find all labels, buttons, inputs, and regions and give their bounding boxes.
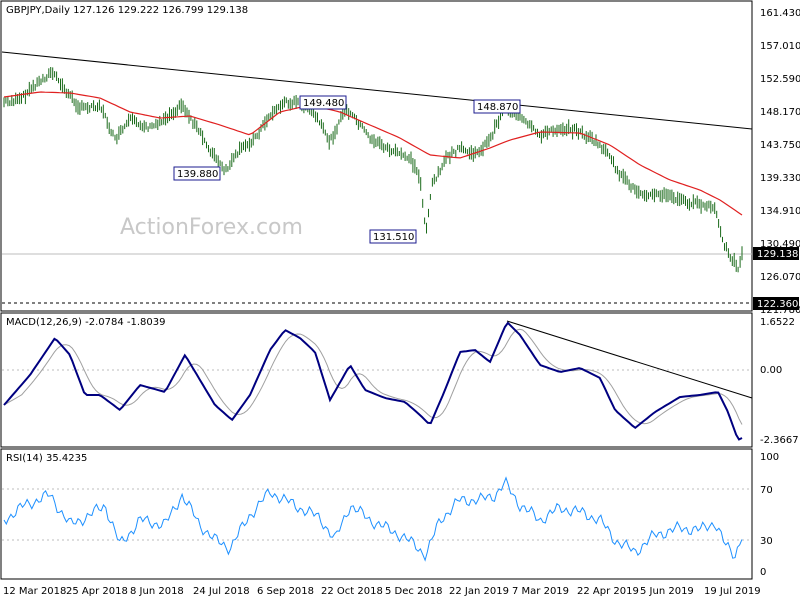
price-tick: 148.170 — [760, 107, 800, 118]
price-tick: 139.330 — [760, 173, 800, 184]
macd-panel-frame — [0, 312, 753, 448]
annotation-low-1: 139.880 — [173, 166, 221, 181]
x-tick: 22 Oct 2018 — [321, 586, 383, 597]
rsi-panel-header: RSI(14) 35.4235 — [6, 453, 87, 464]
svg-text:122.360: 122.360 — [757, 299, 798, 310]
rsi-tick: 30 — [760, 536, 773, 547]
rsi-tick: 70 — [760, 485, 773, 496]
price-tick: 143.750 — [760, 140, 800, 151]
x-tick: 24 Jul 2018 — [193, 586, 250, 597]
annotation-low-2: 131.510 — [369, 229, 417, 244]
macd-panel-header: MACD(12,26,9) -2.0784 -1.8039 — [6, 317, 166, 328]
rsi-tick: 0 — [760, 567, 766, 578]
price-y-axis: 161.430 157.010 152.590 148.170 143.750 … — [760, 8, 800, 316]
x-tick: 5 Dec 2018 — [385, 586, 443, 597]
svg-text:149.480: 149.480 — [303, 98, 344, 109]
macd-trendline — [506, 320, 753, 399]
svg-text:139.880: 139.880 — [177, 169, 218, 180]
price-tick: 130.490 — [760, 239, 800, 250]
x-axis: 12 Mar 2018 25 Apr 2018 8 Jun 2018 24 Ju… — [3, 586, 761, 597]
annotation-high-2: 148.870 — [473, 99, 521, 114]
price-panel-header: GBPJPY,Daily 127.126 129.222 126.799 129… — [6, 5, 248, 16]
macd-line — [3, 321, 743, 441]
support-price-tag: 122.360 — [753, 297, 799, 310]
macd-tick: 0.00 — [760, 365, 782, 376]
watermark: ActionForex.com — [120, 215, 303, 240]
x-tick: 5 Jun 2019 — [640, 586, 694, 597]
annotation-high-1: 149.480 — [299, 95, 347, 110]
rsi-line — [3, 476, 743, 562]
price-bars — [3, 67, 743, 273]
x-tick: 25 Apr 2018 — [66, 586, 128, 597]
macd-y-axis: 1.6522 0.00 -2.3667 — [760, 317, 799, 446]
price-panel-frame — [0, 0, 753, 312]
svg-text:131.510: 131.510 — [373, 232, 414, 243]
rsi-panel-frame — [0, 448, 753, 580]
macd-tick: 1.6522 — [760, 317, 795, 328]
price-tick: 157.010 — [760, 41, 800, 52]
x-tick: 6 Sep 2018 — [257, 586, 314, 597]
x-tick: 7 Mar 2019 — [512, 586, 569, 597]
last-price-tag: 129.138 — [753, 247, 799, 260]
price-tick: 126.070 — [760, 272, 800, 283]
price-tick: 121.780 — [760, 305, 800, 316]
rsi-tick: 100 — [760, 452, 779, 463]
x-tick: 22 Apr 2019 — [577, 586, 639, 597]
x-tick: 19 Jul 2019 — [704, 586, 761, 597]
x-tick: 8 Jun 2018 — [130, 586, 184, 597]
price-tick: 152.590 — [760, 74, 800, 85]
moving-average-line — [3, 91, 743, 216]
macd-signal-line — [3, 328, 743, 425]
macd-tick: -2.3667 — [760, 435, 799, 446]
x-tick: 22 Jan 2019 — [449, 586, 509, 597]
price-trendline — [1, 51, 753, 130]
svg-text:148.870: 148.870 — [477, 102, 518, 113]
price-tick: 134.910 — [760, 206, 800, 217]
rsi-y-axis: 100 70 30 0 — [760, 452, 779, 578]
svg-text:129.138: 129.138 — [757, 249, 798, 260]
price-tick: 161.430 — [760, 8, 800, 19]
x-tick: 12 Mar 2018 — [3, 586, 66, 597]
